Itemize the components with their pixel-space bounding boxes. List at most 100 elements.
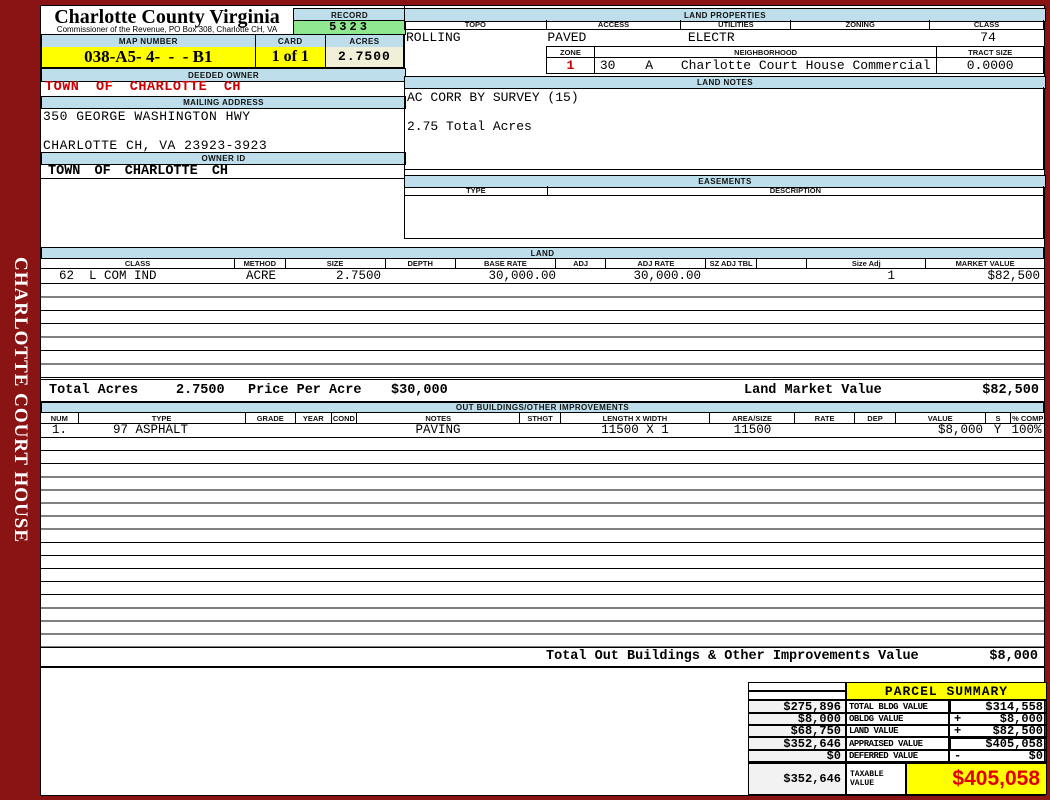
land-base-rate-value: 30,000.00 (488, 269, 556, 283)
land-row: 62 L COM IND ACRE 2.7500 30,000.00 30,00… (41, 269, 1044, 284)
land-col-size-adj: Size Adj (807, 259, 927, 268)
ps-label-deferred: DEFERRED VALUE (846, 750, 949, 762)
ob-col-pct-comp: % COMP (1012, 413, 1044, 423)
neighborhood-name: Charlotte Court House Commercial (680, 58, 931, 73)
ob-col-grade: GRADE (246, 413, 296, 423)
ps-prev-total-bldg: $275,896 (748, 700, 846, 714)
land-empty-rows (41, 284, 1044, 379)
easements-title: EASEMENTS (404, 175, 1046, 188)
land-method-value: ACRE (245, 269, 276, 283)
land-note-line1: AC CORR BY SURVEY (15) (407, 90, 579, 105)
class-value: 74 (980, 30, 996, 45)
col-access: ACCESS (547, 20, 682, 29)
ps-label-obldg: OBLDG VALUE (846, 713, 949, 725)
neighborhood-label: NEIGHBORHOOD (595, 47, 938, 57)
easements-box (404, 196, 1044, 239)
ps-label-taxable: TAXABLE VALUE (846, 762, 906, 795)
ob-year-value (296, 424, 331, 437)
ob-empty-rows (41, 438, 1044, 647)
out-buildings-title: OUT BUILDINGS/OTHER IMPROVEMENTS (41, 402, 1044, 413)
ps-label-total-bldg: TOTAL BLDG VALUE (846, 700, 949, 713)
zone-value: 1 (547, 58, 595, 74)
ob-rate-value (795, 424, 855, 437)
deeded-owner-value: TOWN OF CHARLOTTE CH (45, 80, 242, 95)
ob-col-length-width: LENGTH X WIDTH (561, 413, 710, 423)
ob-col-dep: DEP (855, 413, 896, 423)
owner-block: Charlotte County Virginia Commissioner o… (41, 6, 411, 239)
land-notes-box: AC CORR BY SURVEY (15) 2.75 Total Acres (404, 87, 1044, 170)
record-value: 5323 (293, 20, 406, 35)
easement-description-label: DESCRIPTION (769, 186, 822, 195)
ob-type-value: 97 ASPHALT (113, 423, 189, 437)
ps-prev-deferred: $0 (748, 749, 846, 763)
acres-value: 2.7500 (325, 47, 404, 68)
ps-prev-appraised: $352,646 (748, 737, 846, 751)
mailing-address-label: MAILING ADDRESS (41, 96, 406, 109)
col-class: CLASS (973, 20, 1000, 29)
price-per-acre-value: $30,000 (391, 383, 448, 398)
ps-label-land: LAND VALUE (846, 725, 949, 737)
ps-op-obldg: + (954, 712, 962, 726)
land-col-base-rate: BASE RATE (456, 259, 556, 268)
ob-length-width-value: 11500 X 1 (601, 423, 669, 437)
ps-prev-taxable: $352,646 (748, 762, 846, 795)
land-note-line2: 2.75 Total Acres (407, 119, 532, 134)
parcel-summary: PARCEL SUMMARY $275,896 TOTAL BLDG VALUE… (748, 682, 1047, 795)
land-col-market-value: MARKET VALUE (955, 259, 1015, 268)
ob-area-size-value: 11500 (733, 423, 772, 437)
ob-num-value: 1. (51, 423, 67, 437)
land-col-method: METHOD (235, 259, 286, 268)
ob-grade-value (246, 424, 296, 437)
col-utilities: UTILITIES (681, 20, 792, 29)
ob-s-value: Y (993, 423, 1002, 437)
ps-value-total-bldg: $314,558 (985, 699, 1043, 714)
address-line2: CHARLOTTE CH, VA 23923-3923 (41, 138, 406, 153)
address-line1: 350 GEORGE WASHINGTON HWY (43, 109, 251, 124)
ob-value-value: $8,000 (937, 423, 983, 437)
ob-row: 1. 97 ASPHALT PAVING 11500 X 1 11500 $8,… (41, 424, 1044, 438)
land-col-sz-adj-tbl: SZ ADJ TBL (706, 259, 757, 268)
neighborhood-code: 30 (599, 58, 616, 73)
utilities-value: ELECTR (687, 30, 735, 45)
ob-cond-value (331, 424, 356, 437)
county-sidebar: CHARLOTTE COURT HOUSE (0, 0, 40, 800)
land-col-size: SIZE (286, 259, 386, 268)
ps-prev-land: $68,750 (748, 724, 846, 738)
access-value: PAVED (547, 30, 587, 45)
ob-total-value: $8,000 (989, 649, 1038, 664)
zone-label: ZONE (547, 47, 595, 57)
land-adj-value (556, 269, 606, 283)
land-sz-adj-tbl-value (706, 269, 756, 283)
ps-op-land: + (954, 724, 962, 738)
record-card-page: Charlotte County Virginia Commissioner o… (40, 5, 1047, 796)
land-totals-row: Total Acres 2.7500 Price Per Acre $30,00… (41, 379, 1044, 403)
zoning-value (796, 30, 932, 45)
land-title: LAND (41, 247, 1044, 259)
ob-total-label: Total Out Buildings & Other Improvements… (546, 649, 919, 664)
col-zoning: ZONING (791, 20, 931, 29)
land-size-adj-value: 1 (887, 269, 895, 283)
land-depth-value (386, 269, 456, 283)
parcel-summary-title: PARCEL SUMMARY (846, 682, 1047, 700)
land-properties-title: LAND PROPERTIES (404, 8, 1046, 22)
owner-id-value: TOWN OF CHARLOTTE CH (41, 164, 411, 179)
topo-value: ROLLING (406, 30, 461, 45)
land-market-value-label: Land Market Value (744, 383, 882, 398)
map-number-value: 038-A5- 4- - - B1 (41, 47, 256, 68)
total-acres-label: Total Acres (49, 383, 139, 398)
easement-type-label: TYPE (405, 186, 548, 195)
ob-sthgt-value (520, 424, 560, 437)
ob-col-s: S (986, 413, 1012, 423)
land-adj-rate-value: 30,000.00 (633, 269, 701, 283)
deeded-owner-label: DEEDED OWNER (41, 68, 406, 82)
land-col-class: CLASS (41, 259, 236, 268)
ob-col-num: NUM (41, 413, 79, 423)
neighborhood-sub: A (645, 58, 654, 73)
land-size-value: 2.7500 (335, 269, 381, 283)
ps-header-blank1 (748, 682, 846, 691)
land-col-adj: ADJ (556, 259, 607, 268)
ps-op-deferred: - (954, 749, 962, 763)
owner-id-label: OWNER ID (41, 152, 406, 165)
sidebar-vertical-title: CHARLOTTE COURT HOUSE (10, 256, 31, 544)
land-market-value: $82,500 (987, 269, 1040, 283)
